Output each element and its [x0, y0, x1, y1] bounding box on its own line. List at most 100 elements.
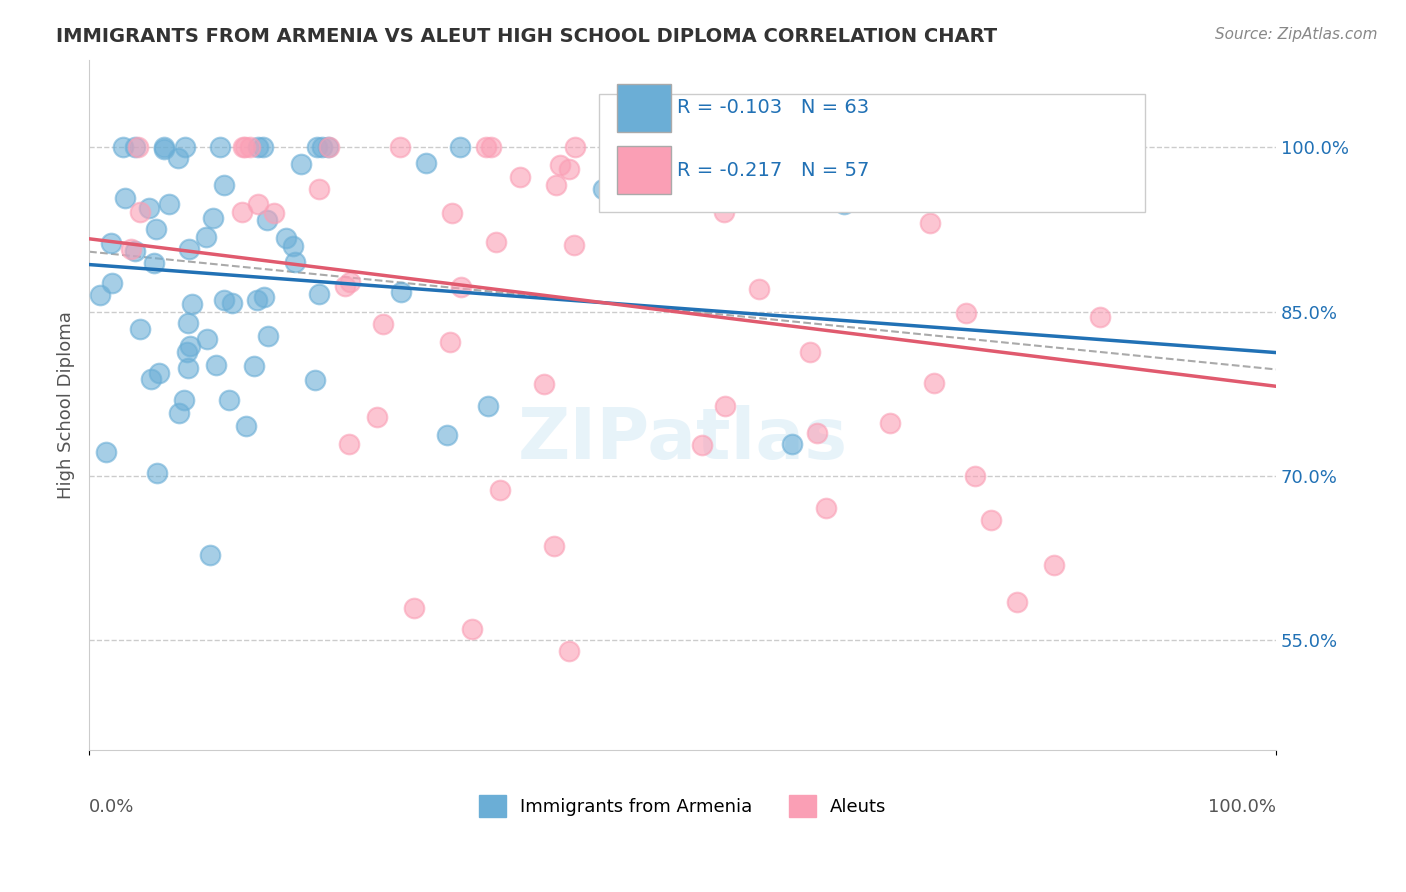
- Point: [690, 438, 713, 452]
- Point: [252, 140, 274, 154]
- Point: [404, 600, 426, 615]
- Point: [546, 178, 568, 192]
- Point: [195, 332, 218, 346]
- Point: [232, 140, 254, 154]
- Point: [883, 140, 905, 154]
- Point: [152, 142, 174, 156]
- Point: [980, 513, 1002, 527]
- Point: [284, 255, 307, 269]
- Point: [157, 197, 180, 211]
- Point: [832, 197, 855, 211]
- Point: [212, 178, 235, 193]
- Point: [772, 140, 794, 154]
- Point: [562, 237, 585, 252]
- Point: [337, 436, 360, 450]
- Point: [194, 230, 217, 244]
- Point: [853, 140, 876, 154]
- Point: [543, 539, 565, 553]
- Point: [461, 622, 484, 636]
- Point: [127, 140, 149, 154]
- Point: [304, 373, 326, 387]
- Point: [166, 151, 188, 165]
- Point: [274, 231, 297, 245]
- Point: [233, 140, 256, 154]
- Point: [129, 322, 152, 336]
- Point: [558, 162, 581, 177]
- Text: 100.0%: 100.0%: [1208, 798, 1277, 816]
- Point: [148, 366, 170, 380]
- Point: [179, 243, 201, 257]
- Text: R = -0.217   N = 57: R = -0.217 N = 57: [676, 161, 869, 179]
- Point: [479, 140, 502, 154]
- Point: [799, 345, 821, 359]
- Point: [955, 306, 977, 320]
- Point: [333, 278, 356, 293]
- Text: R = -0.103   N = 63: R = -0.103 N = 63: [676, 98, 869, 118]
- Point: [101, 276, 124, 290]
- Point: [879, 416, 901, 430]
- Text: 0.0%: 0.0%: [89, 798, 135, 816]
- Point: [488, 483, 510, 498]
- Point: [714, 399, 737, 413]
- Point: [212, 293, 235, 307]
- Point: [256, 213, 278, 227]
- Point: [169, 406, 191, 420]
- Point: [246, 196, 269, 211]
- Point: [965, 468, 987, 483]
- Point: [308, 181, 330, 195]
- Point: [918, 216, 941, 230]
- Point: [592, 182, 614, 196]
- Point: [814, 500, 837, 515]
- Text: IMMIGRANTS FROM ARMENIA VS ALEUT HIGH SCHOOL DIPLOMA CORRELATION CHART: IMMIGRANTS FROM ARMENIA VS ALEUT HIGH SC…: [56, 27, 997, 45]
- Point: [231, 204, 253, 219]
- Point: [174, 140, 197, 154]
- Point: [339, 276, 361, 290]
- Point: [120, 243, 142, 257]
- Point: [247, 140, 270, 154]
- Point: [1007, 595, 1029, 609]
- Point: [748, 282, 770, 296]
- Point: [208, 140, 231, 154]
- Point: [139, 372, 162, 386]
- Point: [318, 140, 340, 154]
- Point: [246, 293, 269, 307]
- Point: [307, 140, 329, 154]
- Point: [484, 235, 506, 249]
- FancyBboxPatch shape: [617, 146, 671, 194]
- Point: [200, 549, 222, 563]
- Point: [441, 206, 464, 220]
- Point: [89, 287, 111, 301]
- Point: [1088, 310, 1111, 325]
- Point: [235, 418, 257, 433]
- Point: [124, 140, 146, 154]
- Point: [558, 644, 581, 658]
- Point: [205, 358, 228, 372]
- Point: [179, 339, 201, 353]
- Point: [806, 425, 828, 440]
- Point: [129, 205, 152, 219]
- Point: [145, 222, 167, 236]
- Point: [173, 392, 195, 407]
- Point: [389, 285, 412, 300]
- Point: [508, 170, 530, 185]
- Point: [242, 359, 264, 374]
- Point: [202, 211, 225, 225]
- Point: [253, 290, 276, 304]
- Point: [96, 444, 118, 458]
- Point: [281, 239, 304, 253]
- Point: [257, 328, 280, 343]
- Point: [866, 183, 889, 197]
- Point: [263, 206, 285, 220]
- Point: [415, 156, 437, 170]
- Text: Source: ZipAtlas.com: Source: ZipAtlas.com: [1215, 27, 1378, 42]
- Point: [1043, 558, 1066, 573]
- Point: [100, 235, 122, 250]
- Point: [221, 295, 243, 310]
- Point: [533, 376, 555, 391]
- Point: [548, 158, 571, 172]
- Point: [114, 191, 136, 205]
- Text: ZIPatlas: ZIPatlas: [517, 405, 848, 474]
- Point: [787, 140, 810, 154]
- Point: [371, 317, 394, 331]
- Point: [142, 256, 165, 270]
